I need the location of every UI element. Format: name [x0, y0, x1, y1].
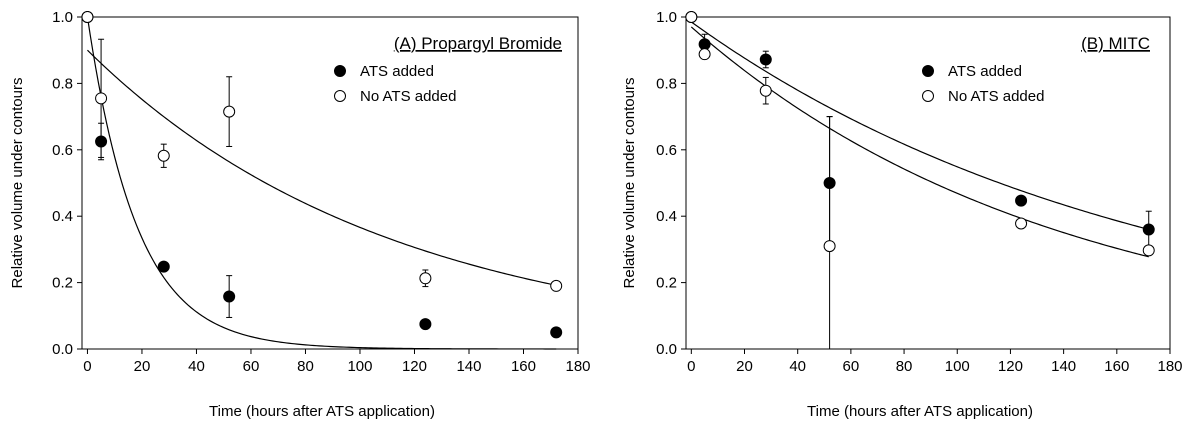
x-tick-label: 100: [945, 358, 970, 375]
data-point-ats-added: [759, 53, 772, 66]
y-tick-label: 0.6: [656, 142, 677, 159]
x-tick-label: 160: [1104, 358, 1129, 375]
legend-label: No ATS added: [948, 88, 1044, 105]
panel-title: (B) MITC: [1081, 34, 1150, 53]
panel-title: (A) Propargyl Bromide: [394, 34, 562, 53]
x-tick-label: 100: [347, 358, 372, 375]
plot-frame: [685, 16, 1171, 350]
legend-label: ATS added: [360, 63, 434, 80]
data-point-no-ats-added: [1142, 244, 1155, 257]
data-point-no-ats-added: [759, 84, 772, 97]
x-axis-label: Time (hours after ATS application): [807, 403, 1033, 420]
legend-label: No ATS added: [360, 88, 456, 105]
x-tick-label: 20: [736, 358, 753, 375]
chart-panel-a: 0 20 40 60 80 100 120 140 160 180 0.0 0.2 0.4 0.6 0.8 1…: [9, 9, 591, 420]
x-tick-label: 140: [1051, 358, 1076, 375]
data-point-ats-added: [223, 290, 236, 303]
data-point-no-ats-added: [698, 48, 711, 61]
x-tick-label: 0: [687, 358, 695, 375]
x-tick-label: 140: [456, 358, 481, 375]
data-point-ats-added: [95, 135, 108, 148]
y-axis-label: Relative volume under contours: [621, 78, 638, 289]
legend-marker: [334, 90, 346, 102]
x-tick-label: 80: [297, 358, 314, 375]
x-tick-label: 60: [843, 358, 860, 375]
data-point-no-ats-added: [823, 240, 836, 253]
y-tick-label: 0.4: [52, 208, 73, 225]
fit-curve-ats-added: [690, 21, 1149, 231]
data-point-ats-added: [550, 326, 563, 339]
legend-marker: [334, 65, 346, 77]
legend-label: ATS added: [948, 63, 1022, 80]
x-tick-label: 180: [1157, 358, 1182, 375]
y-tick-label: 1.0: [52, 9, 73, 26]
data-point-no-ats-added: [157, 149, 170, 162]
fit-curve-no-ats-added: [87, 49, 557, 286]
legend-marker: [922, 65, 934, 77]
plot-frame: [81, 16, 579, 350]
y-tick-label: 1.0: [656, 9, 677, 26]
legend-marker: [922, 90, 934, 102]
data-point-ats-added: [157, 260, 170, 273]
data-point-no-ats-added: [419, 272, 432, 285]
data-point-ats-added: [698, 38, 711, 51]
y-tick-label: 0.6: [52, 142, 73, 159]
y-tick-label: 0.0: [656, 341, 677, 358]
data-point-no-ats-added: [685, 11, 698, 23]
fit-curve-ats-added: [86, 16, 557, 350]
data-point-ats-added: [1142, 223, 1155, 236]
chart-panel-b: 0 20 40 60 80 100 120 140 160 180 0.0 0.2 0.4 0.6 0.8 1…: [621, 9, 1183, 420]
data-point-no-ats-added: [550, 279, 563, 292]
data-point-ats-added: [1015, 194, 1028, 207]
y-tick-label: 0.2: [656, 275, 677, 292]
data-point-ats-added: [823, 177, 836, 189]
x-tick-label: 180: [565, 358, 590, 375]
data-point-no-ats-added: [81, 11, 94, 23]
x-tick-label: 0: [83, 358, 91, 375]
data-point-no-ats-added: [95, 92, 108, 105]
data-point-ats-added: [419, 318, 432, 331]
data-point-no-ats-added: [1015, 217, 1028, 230]
y-tick-label: 0.8: [52, 75, 73, 92]
fit-curve-no-ats-added: [690, 26, 1149, 258]
x-tick-label: 20: [134, 358, 151, 375]
x-tick-label: 120: [402, 358, 427, 375]
x-tick-label: 40: [789, 358, 806, 375]
x-tick-label: 80: [896, 358, 913, 375]
x-axis-label: Time (hours after ATS application): [209, 403, 435, 420]
x-tick-label: 60: [243, 358, 260, 375]
y-tick-label: 0.0: [52, 341, 73, 358]
y-axis-label: Relative volume under contours: [9, 78, 26, 289]
x-tick-label: 40: [188, 358, 205, 375]
x-tick-label: 120: [998, 358, 1023, 375]
y-tick-label: 0.4: [656, 208, 677, 225]
x-tick-label: 160: [511, 358, 536, 375]
y-tick-label: 0.8: [656, 75, 677, 92]
y-tick-label: 0.2: [52, 275, 73, 292]
data-point-no-ats-added: [223, 105, 236, 118]
